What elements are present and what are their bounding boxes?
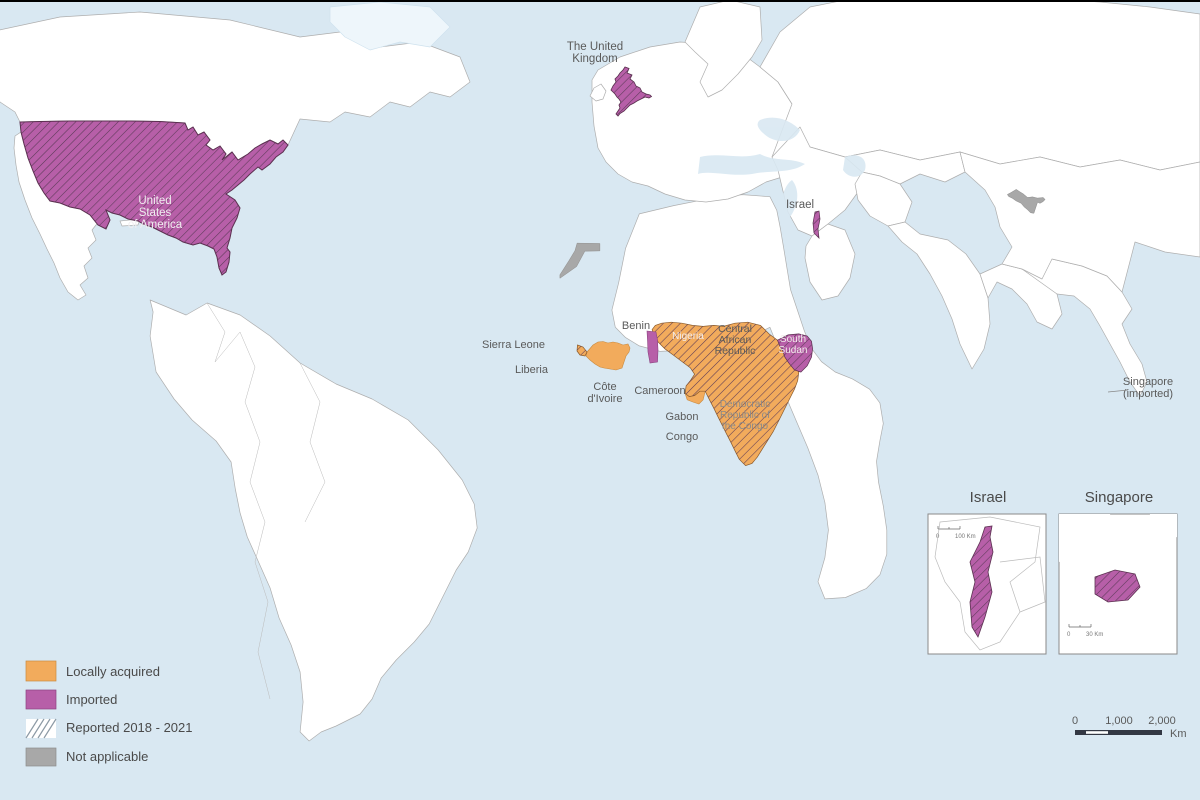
svg-text:30 Km: 30 Km bbox=[1086, 632, 1103, 638]
svg-text:South: South bbox=[780, 334, 806, 345]
svg-text:100 Km: 100 Km bbox=[955, 534, 976, 540]
svg-text:Congo: Congo bbox=[666, 431, 698, 443]
svg-text:0: 0 bbox=[1072, 715, 1078, 727]
svg-text:Sudan: Sudan bbox=[779, 345, 808, 356]
svg-text:d'Ivoire: d'Ivoire bbox=[587, 393, 622, 405]
svg-text:Sierra Leone: Sierra Leone bbox=[482, 339, 545, 351]
svg-text:the Congo: the Congo bbox=[722, 421, 769, 432]
svg-text:Imported: Imported bbox=[66, 692, 117, 707]
svg-text:Km: Km bbox=[1170, 728, 1187, 740]
svg-text:of America: of America bbox=[128, 219, 183, 231]
svg-text:Israel: Israel bbox=[970, 489, 1007, 506]
svg-text:Cameroon: Cameroon bbox=[634, 385, 685, 397]
svg-text:2,000: 2,000 bbox=[1148, 715, 1176, 727]
svg-text:Gabon: Gabon bbox=[665, 411, 698, 423]
svg-text:Not applicable: Not applicable bbox=[66, 749, 148, 764]
svg-text:Benin: Benin bbox=[622, 320, 650, 332]
svg-text:Democratic: Democratic bbox=[720, 399, 771, 410]
svg-text:Reported 2018 - 2021: Reported 2018 - 2021 bbox=[66, 720, 192, 735]
svg-text:United: United bbox=[138, 195, 171, 207]
svg-text:Côte: Côte bbox=[593, 381, 616, 393]
svg-text:Nigeria: Nigeria bbox=[672, 331, 704, 342]
svg-text:States: States bbox=[139, 207, 172, 219]
svg-text:The United: The United bbox=[567, 41, 623, 53]
svg-text:Israel: Israel bbox=[786, 199, 814, 211]
svg-text:Singapore: Singapore bbox=[1123, 376, 1173, 388]
svg-text:1,000: 1,000 bbox=[1105, 715, 1133, 727]
svg-text:Republic: Republic bbox=[715, 345, 756, 357]
svg-text:(imported): (imported) bbox=[1123, 388, 1173, 400]
svg-text:Singapore: Singapore bbox=[1085, 489, 1153, 506]
svg-text:Liberia: Liberia bbox=[515, 364, 549, 376]
svg-text:Republic of: Republic of bbox=[720, 410, 770, 421]
svg-text:Kingdom: Kingdom bbox=[572, 53, 617, 65]
svg-text:Locally acquired: Locally acquired bbox=[66, 664, 160, 679]
